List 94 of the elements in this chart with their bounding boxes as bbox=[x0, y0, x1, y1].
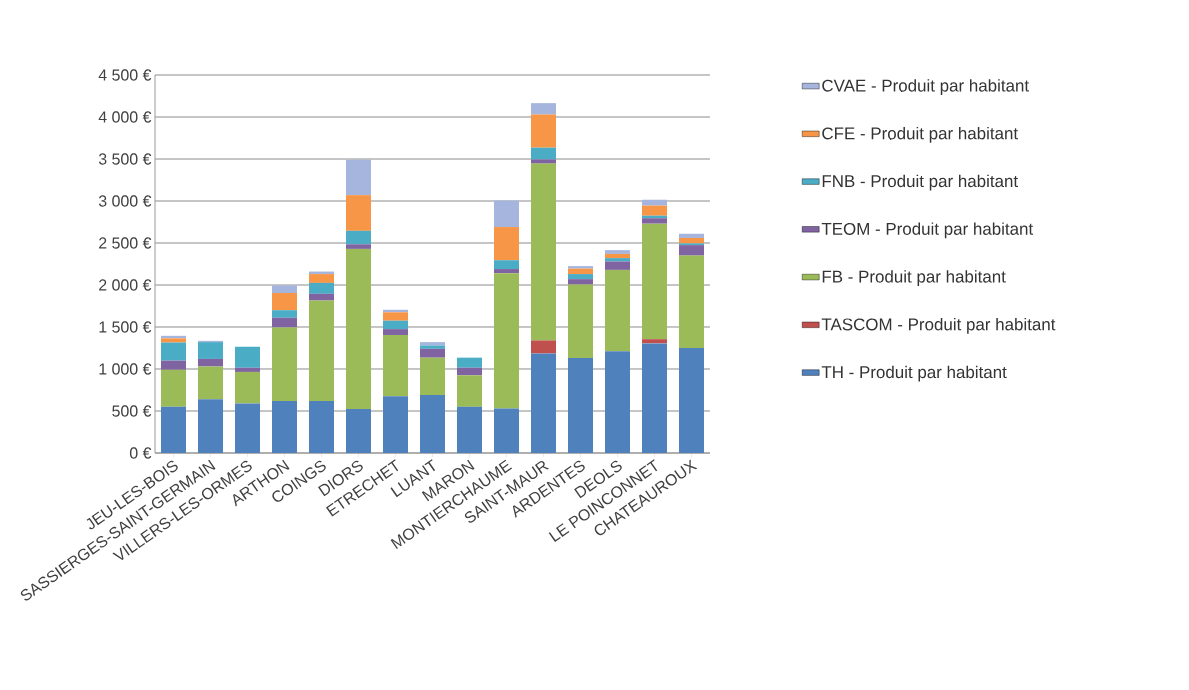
bar bbox=[346, 408, 371, 453]
bar bbox=[420, 395, 445, 453]
bar bbox=[679, 255, 705, 348]
bar bbox=[605, 261, 630, 270]
bar bbox=[568, 268, 593, 275]
legend-label: CVAE - Produit par habitant bbox=[822, 79, 1029, 95]
bar bbox=[568, 274, 593, 280]
bar bbox=[568, 266, 593, 269]
bar bbox=[457, 367, 482, 376]
bar bbox=[346, 248, 371, 409]
y-tick-label: 4 000 € bbox=[98, 111, 152, 123]
bar bbox=[457, 406, 482, 453]
y-tick-label: 4 500 € bbox=[98, 69, 152, 81]
bar bbox=[161, 406, 186, 453]
bar bbox=[605, 351, 630, 453]
bar bbox=[235, 346, 260, 368]
bar bbox=[457, 375, 482, 407]
bar bbox=[309, 300, 334, 401]
bar bbox=[494, 269, 519, 274]
bar bbox=[531, 147, 556, 160]
bar bbox=[272, 285, 297, 293]
y-tick-label: 1 000 € bbox=[99, 363, 152, 375]
bar bbox=[383, 334, 408, 397]
bar bbox=[272, 310, 297, 318]
bar bbox=[272, 327, 297, 401]
bar bbox=[494, 273, 519, 409]
bar bbox=[383, 329, 408, 335]
bar bbox=[235, 367, 260, 372]
legend-label: CFE - Produit par habitant bbox=[822, 126, 1018, 143]
y-tick-label: 3 500 € bbox=[98, 153, 152, 165]
bar bbox=[494, 260, 519, 270]
bar bbox=[420, 357, 445, 396]
bar bbox=[309, 274, 334, 283]
y-tick-label: 0 € bbox=[129, 447, 152, 459]
bar bbox=[531, 163, 556, 341]
y-tick-label: 1 500 € bbox=[99, 321, 152, 333]
bar bbox=[679, 348, 705, 453]
bar bbox=[642, 343, 667, 453]
bar bbox=[420, 348, 445, 358]
bar bbox=[346, 195, 371, 231]
bar bbox=[642, 339, 667, 344]
bar bbox=[531, 340, 556, 354]
bar bbox=[272, 317, 297, 328]
legend-label: FNB - Produit par habitant bbox=[822, 174, 1018, 191]
bar bbox=[383, 312, 408, 321]
bar bbox=[235, 371, 260, 404]
bar bbox=[309, 293, 334, 301]
bar bbox=[494, 200, 519, 228]
bar bbox=[531, 103, 556, 115]
bar bbox=[198, 366, 223, 400]
bar bbox=[531, 353, 556, 453]
bar bbox=[161, 342, 186, 361]
bar bbox=[531, 159, 556, 164]
bar bbox=[309, 282, 334, 294]
bar bbox=[605, 253, 630, 259]
y-tick-label: 500 € bbox=[112, 405, 152, 417]
bar bbox=[346, 244, 371, 249]
bar bbox=[642, 205, 667, 216]
bar bbox=[457, 357, 482, 368]
bar bbox=[346, 230, 371, 245]
bar bbox=[309, 400, 334, 453]
bar bbox=[383, 320, 408, 330]
bar bbox=[235, 403, 260, 453]
bar bbox=[272, 292, 297, 311]
legend-label: TH - Produit par habitant bbox=[821, 365, 1007, 382]
bar bbox=[198, 342, 223, 359]
y-tick-label: 2 000 € bbox=[99, 279, 152, 291]
bar bbox=[642, 223, 667, 340]
bar bbox=[679, 237, 705, 244]
legend-label: TEOM - Produit par habitant bbox=[821, 222, 1034, 239]
bar bbox=[198, 358, 223, 367]
y-tick-label: 3 000 € bbox=[98, 195, 152, 207]
bar bbox=[161, 369, 186, 407]
bar bbox=[346, 159, 371, 196]
bar bbox=[198, 399, 223, 453]
bar bbox=[679, 233, 705, 238]
bar bbox=[605, 250, 630, 254]
bar bbox=[494, 227, 519, 261]
bar bbox=[383, 396, 408, 453]
bar bbox=[642, 218, 667, 224]
legend-label: FB - Produit par habitant bbox=[822, 270, 1006, 286]
legend-label: TASCOM - Produit par habitant bbox=[821, 317, 1056, 334]
bar bbox=[568, 279, 593, 285]
bar bbox=[568, 358, 593, 453]
bar bbox=[161, 338, 186, 343]
bar bbox=[531, 114, 556, 148]
y-tick-label: 2 500 € bbox=[99, 237, 152, 249]
bar bbox=[161, 360, 186, 370]
bar bbox=[272, 400, 297, 453]
bar bbox=[568, 284, 593, 359]
bar bbox=[642, 199, 667, 206]
bar bbox=[605, 269, 630, 352]
bar bbox=[494, 408, 519, 453]
bar bbox=[679, 245, 705, 256]
